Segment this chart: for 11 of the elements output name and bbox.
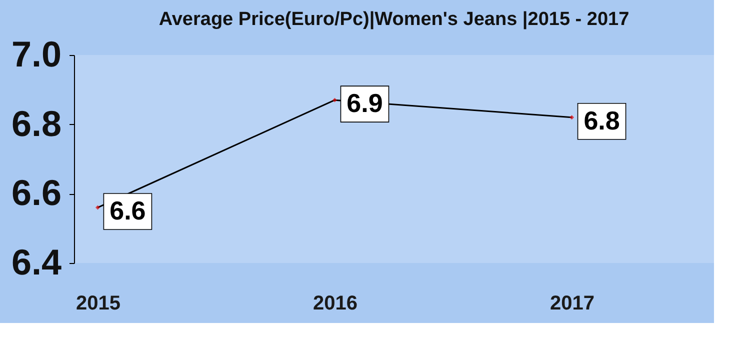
y-tick-label: 6.6 (11, 172, 62, 214)
y-tick-label: 6.4 (11, 242, 62, 282)
x-tick-label: 2017 (550, 292, 595, 314)
x-tick-label: 2016 (312, 292, 358, 314)
y-tick-label: 6.8 (11, 102, 62, 144)
chart-title: Average Price(Euro/Pc)|Women's Jeans |2015 - 2017 (158, 9, 630, 30)
data-label: 6.6 (110, 196, 146, 226)
data-label: 6.8 (584, 105, 620, 136)
x-tick-label: 2015 (76, 292, 120, 314)
y-tick-label: 7.0 (11, 34, 62, 74)
data-label: 6.9 (346, 88, 383, 118)
